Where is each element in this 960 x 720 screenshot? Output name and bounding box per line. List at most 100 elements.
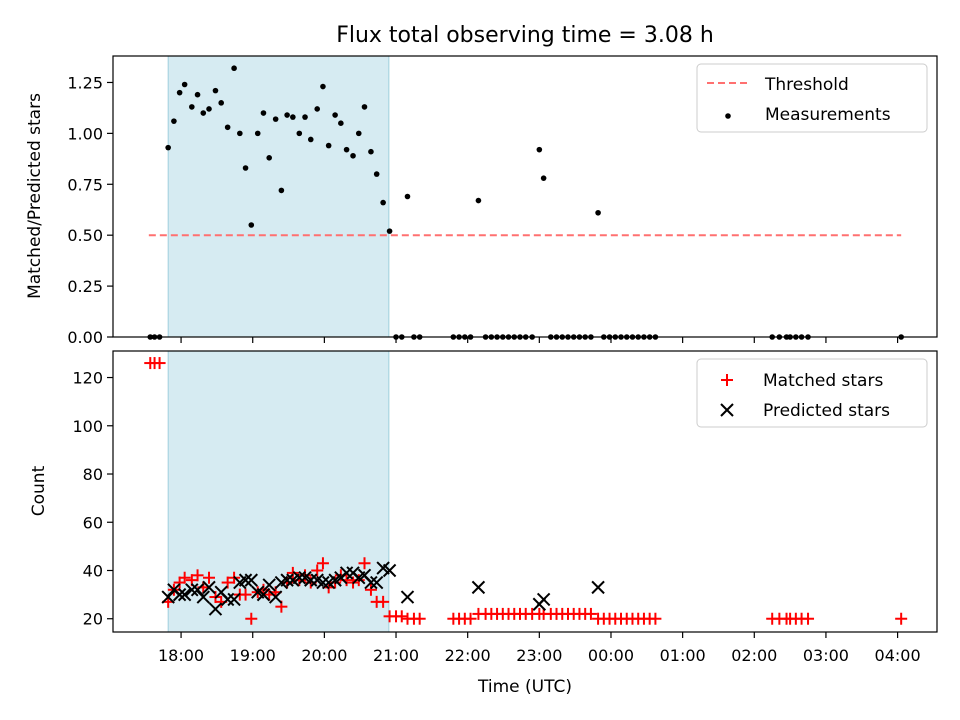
matched-star-point	[153, 357, 166, 370]
top-legend: Threshold Measurements	[696, 63, 928, 133]
matched-star-point	[364, 583, 377, 596]
predicted-star-point	[339, 566, 354, 580]
measurement-point	[386, 228, 393, 234]
matched-star-point	[584, 607, 597, 620]
measurement-point	[181, 81, 188, 88]
measurement-point	[224, 124, 231, 131]
predicted-star-point	[161, 590, 175, 604]
matched-star-point	[178, 571, 191, 584]
measurement-point	[320, 83, 326, 90]
matched-star-point	[895, 612, 908, 625]
top-y-tick-label: 0.25	[67, 277, 103, 296]
matched-star-point	[203, 571, 216, 584]
matched-star-point	[191, 569, 204, 582]
predicted-star-point	[172, 587, 187, 602]
measurement-point	[595, 209, 601, 216]
legend-matched-label: Matched stars	[763, 371, 883, 391]
matched-star-point	[358, 557, 371, 570]
matched-star-point	[245, 612, 258, 625]
measurement-point	[332, 112, 338, 118]
bottom-x-tick-label: 04:00	[875, 646, 921, 665]
legend-matched-swatch	[721, 374, 733, 386]
matched-star-point	[802, 612, 815, 625]
bottom-x-tick-label: 00:00	[588, 646, 634, 665]
matched-star-point	[286, 566, 299, 579]
predicted-star-point	[202, 580, 216, 595]
measurement-point	[325, 142, 332, 149]
measurement-point	[200, 110, 207, 116]
predicted-star-point	[256, 587, 271, 602]
measurement-point	[540, 175, 547, 181]
predicted-star-point	[262, 578, 276, 592]
measurement-point	[355, 130, 362, 137]
measurement-point	[206, 106, 212, 112]
measurement-point	[290, 114, 296, 120]
measurement-point	[254, 130, 261, 137]
bottom-y-axis-label: Count	[29, 465, 49, 516]
measurement-point	[314, 106, 321, 112]
measurement-point	[237, 130, 243, 137]
matched-star-point	[649, 612, 662, 625]
bottom-legend: Matched stars Predicted stars	[696, 358, 928, 428]
measurement-point	[368, 148, 374, 155]
predicted-star-point	[268, 590, 283, 604]
matched-star-point	[377, 595, 390, 608]
legend-predicted-swatch	[720, 403, 734, 417]
bottom-y-tick-label: 40	[83, 561, 103, 580]
predicted-star-point	[196, 590, 210, 604]
measurement-point	[380, 199, 386, 206]
predicted-star-point	[316, 575, 330, 590]
measurement-point	[373, 171, 380, 177]
bottom-x-tick-label: 03:00	[803, 646, 849, 665]
predicted-star-point	[536, 592, 551, 607]
predicted-star-point	[382, 563, 397, 578]
measurement-point	[302, 114, 308, 120]
bottom-y-tick-label: 100	[72, 417, 103, 436]
predicted-star-point	[177, 587, 192, 602]
measurement-point	[296, 130, 303, 137]
bottom-plot-frame	[112, 350, 938, 633]
measurement-point	[218, 100, 224, 106]
predicted-star-point	[220, 592, 235, 607]
bottom-x-tick-label: 22:00	[445, 646, 491, 665]
measurement-point	[242, 165, 249, 171]
predicted-star-point	[280, 573, 294, 587]
predicted-star-point	[369, 575, 384, 590]
measurement-point	[231, 65, 237, 72]
top-y-tick-label: 1.00	[67, 124, 103, 143]
bottom-x-tick-label: 19:00	[230, 646, 276, 665]
measurement-point	[194, 91, 201, 98]
bottom-y-tick-label: 120	[72, 369, 103, 388]
bottom-legend-box	[696, 358, 928, 428]
measurement-point	[475, 197, 482, 204]
predicted-star-point	[185, 583, 199, 597]
measurement-point	[338, 120, 344, 126]
measurement-point	[361, 104, 368, 110]
predicted-star-point	[400, 590, 415, 604]
matched-star-point	[221, 576, 234, 589]
predicted-star-point	[244, 573, 258, 587]
bottom-panel: 20 40 60 80 100 120 18:00 19:00 20:00 21:00 22:00 2…	[29, 350, 938, 697]
bottom-x-tick-label: 23:00	[516, 646, 562, 665]
predicted-star-point	[227, 592, 241, 607]
measurement-point	[212, 87, 219, 94]
measurement-point	[536, 146, 543, 153]
measurement-point	[350, 152, 356, 159]
matched-star-point	[239, 588, 252, 601]
bottom-observing-window	[168, 351, 389, 632]
bottom-y-tick-label: 80	[83, 465, 103, 484]
bottom-x-tick-label: 18:00	[158, 646, 204, 665]
legend-threshold-label: Threshold	[764, 75, 849, 95]
measurement-point	[284, 112, 290, 118]
measurement-point	[343, 146, 350, 153]
bottom-x-tick-label: 21:00	[373, 646, 419, 665]
measurement-point	[278, 187, 285, 194]
bottom-x-tick-label: 20:00	[301, 646, 347, 665]
bottom-y-tick-label: 20	[83, 610, 103, 629]
predicted-star-point	[304, 573, 318, 587]
top-y-tick-label: 0.50	[67, 226, 103, 245]
chart-title: Flux total observing time = 3.08 h	[336, 23, 714, 48]
predicted-star-point	[190, 583, 205, 597]
bottom-y-tick-label: 60	[83, 513, 103, 532]
